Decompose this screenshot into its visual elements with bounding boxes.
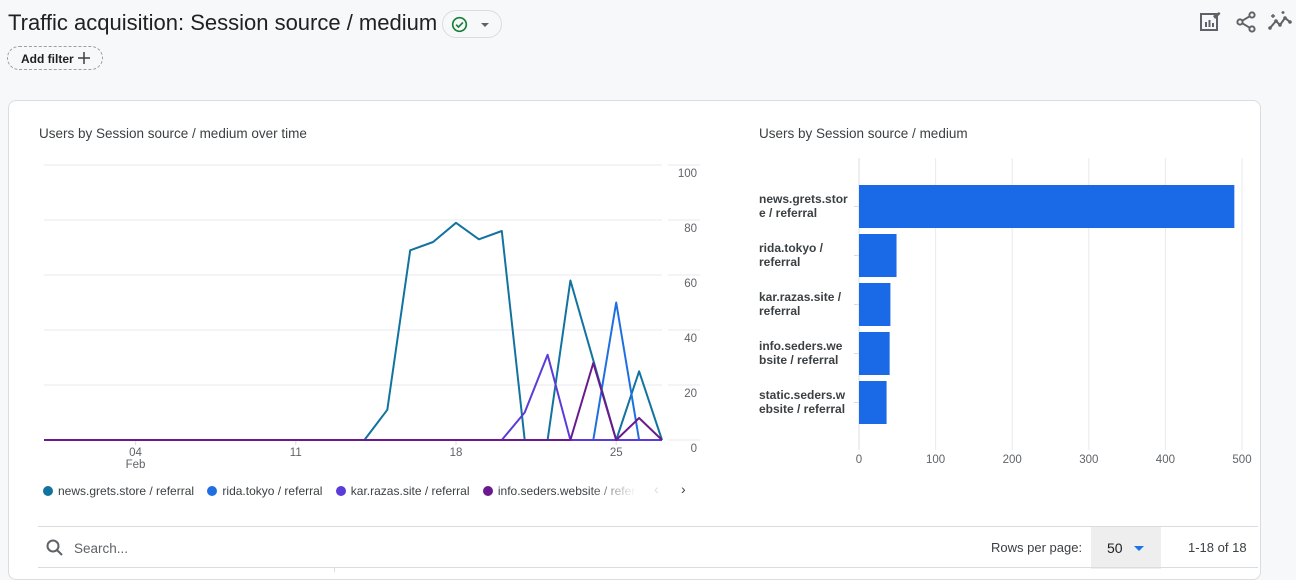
bar-category-label: ebsite / referral <box>759 402 845 416</box>
x-tick-label: 11 <box>290 447 302 459</box>
legend-dot-icon <box>335 486 346 496</box>
check-circle-icon <box>451 16 468 33</box>
page-title: Traffic acquisition: Session source / me… <box>8 10 438 35</box>
bar-category-label: info.seders.we <box>759 339 843 353</box>
bar-chart-title: Users by Session source / medium <box>759 126 968 141</box>
x-tick-label: 200 <box>1003 454 1022 466</box>
x-tick-label: 400 <box>1156 454 1175 466</box>
legend-dot-icon <box>207 486 218 496</box>
x-tick-label: 0 <box>856 454 862 466</box>
legend-label: news.grets.store / referral <box>58 484 195 498</box>
bar-category-label: kar.razas.site / <box>759 290 842 304</box>
bar <box>859 234 897 277</box>
report-status-dropdown[interactable] <box>442 10 502 38</box>
legend-item[interactable]: rida.tokyo / referral <box>207 484 322 498</box>
rows-per-page-value: 50 <box>1107 540 1123 556</box>
share-icon[interactable] <box>1234 10 1258 34</box>
series-line-4 <box>44 362 663 441</box>
y-tick-label: 40 <box>684 333 697 345</box>
x-tick-label: 25 <box>610 447 623 459</box>
add-filter-label: Add filter <box>21 52 74 66</box>
legend-fade <box>590 484 645 502</box>
rows-per-page-select[interactable]: 50 <box>1091 527 1161 569</box>
bar <box>859 283 891 326</box>
legend-prev-button[interactable]: ‹ <box>654 481 659 497</box>
legend-item[interactable]: kar.razas.site / referral <box>335 484 470 498</box>
legend-dot-icon <box>43 486 53 496</box>
y-tick-label: 100 <box>678 168 697 180</box>
chevron-down-icon <box>1134 546 1144 551</box>
chevron-down-icon <box>481 23 489 27</box>
bar-category-label: e / referral <box>759 206 817 220</box>
bar <box>859 185 1235 228</box>
x-tick-label: 500 <box>1232 454 1251 466</box>
report-header: Traffic acquisition: Session source / me… <box>0 0 1296 90</box>
x-tick-sublabel: Feb <box>126 459 146 471</box>
bar-category-label: news.grets.stor <box>759 192 848 206</box>
y-tick-label: 20 <box>684 388 697 400</box>
series-line-3 <box>44 353 662 441</box>
y-tick-label: 60 <box>684 278 697 290</box>
legend-next-button[interactable]: › <box>681 481 686 497</box>
bar-category-label: rida.tokyo / <box>759 241 824 255</box>
x-tick-label: 100 <box>926 454 945 466</box>
legend-label: kar.razas.site / referral <box>350 484 470 498</box>
bar-category-label: referral <box>759 304 800 318</box>
legend-label: rida.tokyo / referral <box>222 484 323 498</box>
line-chart-title: Users by Session source / medium over ti… <box>39 126 307 141</box>
bar-chart[interactable]: 0 100 200 300 400 500 news.grets.store / refer… <box>720 0 1296 480</box>
x-tick-label: 300 <box>1079 454 1098 466</box>
search-icon <box>46 539 63 556</box>
legend-item[interactable]: news.grets.store / referral <box>43 484 194 498</box>
search-input[interactable] <box>74 537 374 559</box>
series-line-1 <box>44 221 663 441</box>
bar-category-label: static.seders.w <box>759 388 846 402</box>
bar-category-label: bsite / referral <box>759 353 838 367</box>
add-filter-button[interactable]: Add filter <box>7 46 103 70</box>
table-controls: Rows per page: 50 1-18 of 18 <box>38 526 1258 572</box>
series-line-2 <box>44 301 662 441</box>
pagination-range: 1-18 of 18 <box>1188 540 1247 555</box>
line-chart-legend: news.grets.store / referral rida.tokyo /… <box>43 484 643 500</box>
bar-category-label: referral <box>759 255 800 269</box>
insights-icon[interactable] <box>1268 10 1292 34</box>
x-tick-label: 04 <box>129 447 142 459</box>
bar <box>859 332 890 375</box>
x-tick-label: 18 <box>450 447 463 459</box>
edit-report-icon[interactable] <box>1198 10 1222 34</box>
y-tick-label: 80 <box>684 223 697 235</box>
rows-per-page-label: Rows per page: <box>991 540 1083 555</box>
bar <box>859 381 887 424</box>
legend-dot-icon <box>482 486 493 496</box>
plus-icon <box>78 52 90 64</box>
column-divider <box>334 568 335 572</box>
y-tick-label: 0 <box>691 443 697 455</box>
